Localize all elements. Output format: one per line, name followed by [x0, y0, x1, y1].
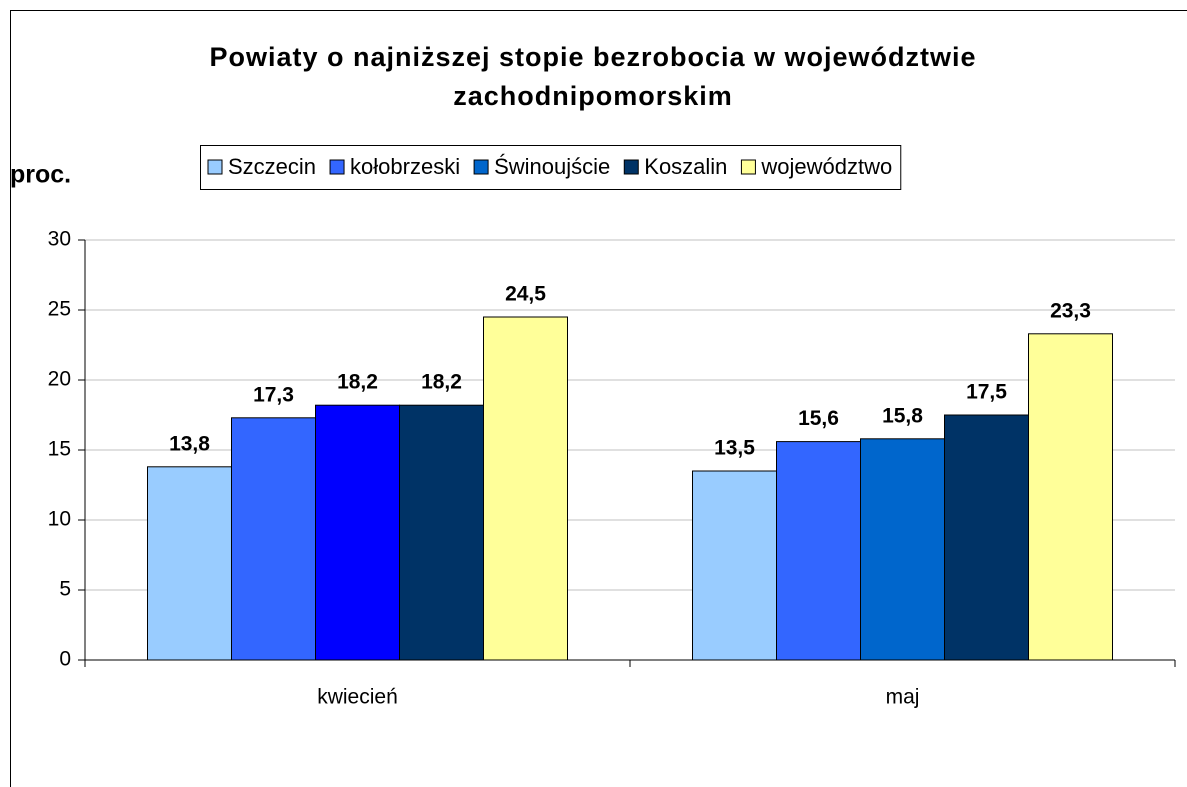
data-label: 18,2: [421, 371, 462, 394]
bar: [1028, 333, 1113, 661]
bar: [483, 316, 568, 661]
data-label: 17,3: [253, 383, 294, 406]
data-label: 18,2: [337, 371, 378, 394]
bar: [692, 470, 777, 661]
y-tick-label: 10: [48, 508, 71, 531]
y-tick-label: 5: [59, 578, 71, 601]
x-tick-label: maj: [886, 686, 920, 709]
data-label: 17,5: [966, 381, 1007, 404]
x-tick-label: kwiecień: [317, 686, 398, 709]
chart-frame: [10, 10, 1187, 787]
bar: [315, 404, 400, 661]
bar: [399, 404, 484, 661]
legend-label: Świnoujście: [494, 154, 610, 179]
legend-label: kołobrzeski: [350, 154, 460, 179]
legend-swatch: [740, 159, 756, 175]
y-tick-label: 25: [48, 298, 71, 321]
data-label: 23,3: [1050, 299, 1091, 322]
y-axis-label: proc.: [10, 161, 71, 189]
legend-label: województwo: [760, 154, 892, 179]
legend-swatch: [473, 159, 489, 175]
y-tick-label: 30: [48, 228, 71, 251]
legend-label: Koszalin: [644, 154, 727, 179]
bar: [231, 417, 316, 661]
legend-swatch: [329, 159, 345, 175]
legend: [200, 145, 902, 190]
legend-label: Szczecin: [228, 154, 316, 179]
data-label: 24,5: [505, 283, 546, 306]
y-tick-label: 0: [59, 648, 71, 671]
bar: [860, 438, 945, 661]
data-label: 15,6: [798, 407, 839, 430]
legend-swatch: [207, 159, 223, 175]
y-tick-label: 20: [48, 368, 71, 391]
y-tick-label: 15: [48, 438, 71, 461]
legend-swatch: [623, 159, 639, 175]
bar: [944, 414, 1029, 661]
data-label: 13,5: [714, 437, 755, 460]
bar: [776, 441, 861, 661]
data-label: 15,8: [882, 404, 923, 427]
bar: [147, 466, 232, 661]
chart-title: Powiaty o najniższej stopie bezrobocia w…: [209, 42, 977, 111]
data-label: 13,8: [169, 432, 210, 455]
